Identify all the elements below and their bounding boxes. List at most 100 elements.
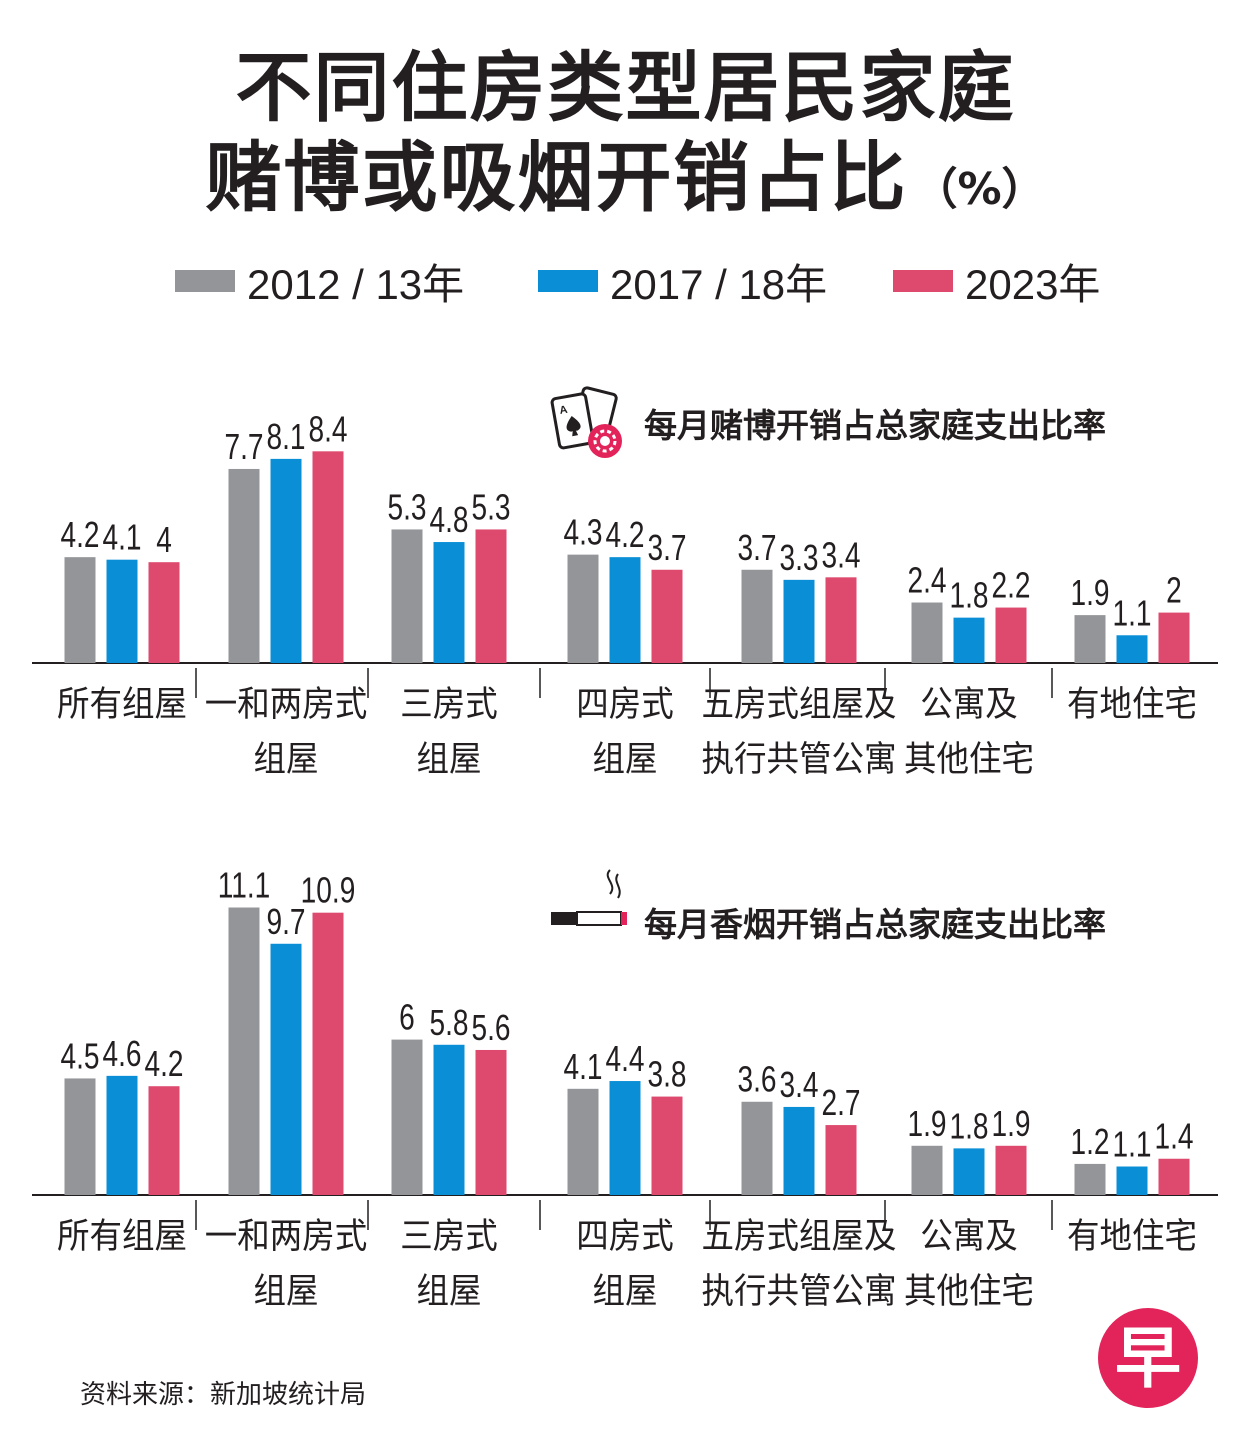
bar-2012 bbox=[911, 602, 943, 663]
bar-2017 bbox=[953, 617, 985, 663]
data-label: 4.3 bbox=[563, 512, 602, 552]
bar-2012 bbox=[567, 554, 599, 663]
data-label: 1.9 bbox=[1070, 573, 1109, 613]
bar-2023 bbox=[825, 577, 857, 663]
data-label: 8.4 bbox=[308, 409, 347, 449]
data-label: 4.2 bbox=[144, 1044, 183, 1084]
subtitle-smoking: 每月香烟开销占总家庭支出比率 bbox=[644, 905, 1106, 944]
category-label: 执行共管公寓 bbox=[702, 1272, 897, 1312]
bar-2023 bbox=[1158, 612, 1190, 663]
bar-2023 bbox=[651, 1096, 683, 1195]
data-label: 1.8 bbox=[949, 1106, 988, 1146]
data-label: 4.1 bbox=[102, 517, 141, 557]
bar-2012 bbox=[1074, 1163, 1106, 1195]
category-label: 组屋 bbox=[254, 740, 319, 780]
data-label: 9.7 bbox=[266, 901, 305, 941]
data-label: 7.7 bbox=[224, 427, 263, 467]
category-label: 三房式 bbox=[400, 685, 498, 725]
bar-2017 bbox=[609, 557, 641, 663]
bar-2012 bbox=[1074, 615, 1106, 663]
bar-2017 bbox=[609, 1081, 641, 1195]
data-label: 3.7 bbox=[647, 527, 686, 567]
category-label: 三房式 bbox=[400, 1217, 498, 1257]
bar-2023 bbox=[148, 562, 180, 663]
bar-2012 bbox=[741, 1101, 773, 1195]
data-label: 3.3 bbox=[779, 538, 818, 578]
bar-2023 bbox=[475, 529, 507, 663]
data-label: 3.8 bbox=[647, 1054, 686, 1094]
category-label: 所有组屋 bbox=[57, 685, 187, 725]
bar-2017 bbox=[106, 559, 138, 663]
data-label: 1.8 bbox=[949, 575, 988, 615]
legend-item-2017: 2017 / 18年 bbox=[538, 255, 827, 308]
bar-2017 bbox=[270, 458, 302, 663]
bar-2017 bbox=[783, 579, 815, 663]
bar-2017 bbox=[433, 1044, 465, 1195]
data-label: 5.6 bbox=[471, 1008, 510, 1048]
data-label: 1.1 bbox=[1112, 1124, 1151, 1164]
data-label: 4.1 bbox=[563, 1046, 602, 1086]
source-note: 资料来源：新加坡统计局 bbox=[80, 1380, 367, 1410]
legend-item-2023: 2023年 bbox=[893, 255, 1100, 308]
data-label: 3.4 bbox=[821, 535, 860, 575]
category-label: 五房式组屋及 bbox=[702, 685, 897, 725]
bar-2012 bbox=[228, 907, 260, 1195]
zaobao-logo-icon: 早 bbox=[1098, 1308, 1198, 1408]
bar-2023 bbox=[825, 1125, 857, 1195]
bar-2012 bbox=[391, 1039, 423, 1195]
data-label: 4 bbox=[156, 520, 172, 560]
data-label: 3.7 bbox=[737, 527, 776, 567]
category-label: 其他住宅 bbox=[904, 740, 1034, 780]
chart-title-line2-text: 赌博或吸烟开销占比 bbox=[205, 133, 908, 222]
cigarette-icon bbox=[551, 869, 627, 926]
bar-2023 bbox=[312, 451, 344, 663]
data-label: 8.1 bbox=[266, 417, 305, 457]
bar-2023 bbox=[651, 569, 683, 663]
bar-2023 bbox=[995, 607, 1027, 663]
bar-2023 bbox=[475, 1049, 507, 1195]
bar-2017 bbox=[270, 943, 302, 1195]
category-label: 组屋 bbox=[593, 740, 658, 780]
data-label: 1.2 bbox=[1070, 1122, 1109, 1162]
bar-2017 bbox=[1116, 1166, 1148, 1195]
bar-2023 bbox=[1158, 1158, 1190, 1195]
data-label: 5.3 bbox=[387, 487, 426, 527]
chart-title-line2: 赌博或吸烟开销占比 （%） bbox=[0, 136, 1251, 232]
legend-item-2012: 2012 / 13年 bbox=[175, 255, 464, 308]
subtitle-gambling: 每月赌博开销占总家庭支出比率 bbox=[644, 406, 1106, 445]
chart-title-line1: 不同住房类型居民家庭 bbox=[235, 43, 1016, 132]
data-label: 2.2 bbox=[991, 565, 1030, 605]
legend-swatch-2012 bbox=[175, 270, 235, 292]
bar-2017 bbox=[1116, 635, 1148, 663]
bar-2012 bbox=[567, 1088, 599, 1195]
category-label: 一和两房式 bbox=[205, 685, 368, 725]
bar-2017 bbox=[433, 542, 465, 663]
data-label: 4.2 bbox=[605, 515, 644, 555]
legend-swatch-2017 bbox=[538, 270, 598, 292]
data-label: 2.7 bbox=[821, 1083, 860, 1123]
data-label: 3.6 bbox=[737, 1059, 776, 1099]
data-label: 4.4 bbox=[605, 1039, 644, 1079]
legend-label-2017: 2017 / 18年 bbox=[610, 260, 828, 308]
bar-2017 bbox=[953, 1148, 985, 1195]
data-label: 10.9 bbox=[301, 870, 356, 910]
category-label: 其他住宅 bbox=[904, 1272, 1034, 1312]
bar-2012 bbox=[64, 557, 96, 663]
category-label: 组屋 bbox=[417, 740, 482, 780]
data-label: 4.8 bbox=[429, 500, 468, 540]
category-label: 五房式组屋及 bbox=[702, 1217, 897, 1257]
chart-title-unit: （%） bbox=[913, 164, 1046, 215]
category-label: 一和两房式 bbox=[205, 1217, 368, 1257]
bar-2012 bbox=[911, 1145, 943, 1195]
bar-2023 bbox=[312, 912, 344, 1195]
svg-text:A: A bbox=[559, 404, 569, 417]
legend-label-2012: 2012 / 13年 bbox=[247, 260, 465, 308]
data-label: 5.8 bbox=[429, 1002, 468, 1042]
bar-2023 bbox=[995, 1145, 1027, 1195]
category-label: 有地住宅 bbox=[1067, 685, 1197, 725]
category-label: 所有组屋 bbox=[57, 1217, 187, 1257]
data-label: 2.4 bbox=[907, 560, 946, 600]
data-label: 4.5 bbox=[60, 1036, 99, 1076]
